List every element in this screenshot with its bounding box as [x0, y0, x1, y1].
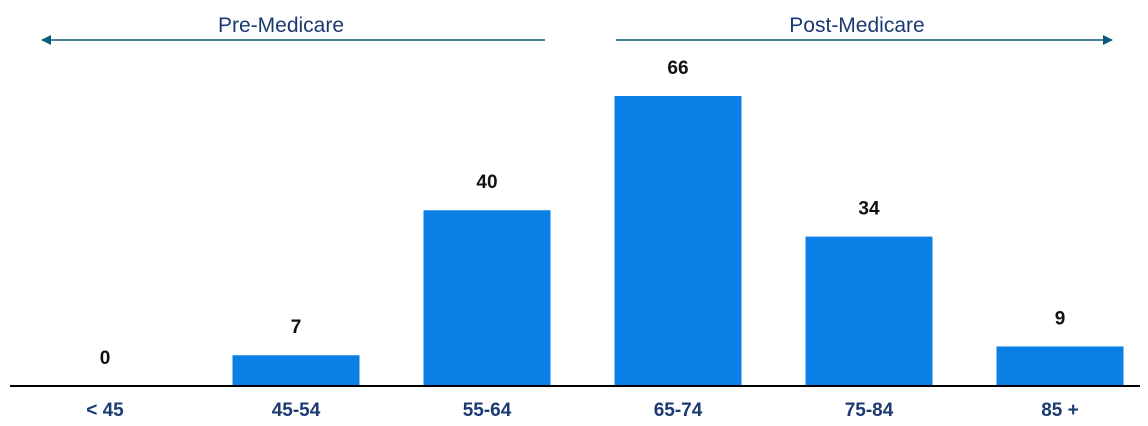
bar-value-label-3: 66	[667, 58, 688, 79]
x-tick-label-1: 45-54	[272, 400, 321, 421]
post-medicare-region: Post-Medicare	[616, 14, 1113, 45]
bar-4	[805, 236, 933, 386]
x-tick-labels-group: < 45 45-54 55-64 65-74 75-84 85 +	[86, 400, 1079, 421]
bar-value-label-1: 7	[291, 317, 302, 338]
x-tick-label-4: 75-84	[845, 400, 894, 421]
bar-5	[996, 346, 1124, 386]
pre-medicare-region: Pre-Medicare	[41, 14, 545, 45]
bar-value-label-4: 34	[858, 199, 880, 220]
bar-value-label-0: 0	[100, 348, 111, 369]
x-tick-label-0: < 45	[86, 400, 124, 421]
x-tick-label-2: 55-64	[463, 400, 512, 421]
value-labels-group: 0 7 40 66 34 9	[100, 58, 1066, 369]
bar-3	[614, 96, 742, 386]
x-tick-label-5: 85 +	[1041, 400, 1079, 421]
bars-group	[232, 96, 1124, 386]
bar-1	[232, 355, 360, 386]
bar-value-label-5: 9	[1055, 308, 1066, 329]
pre-medicare-label: Pre-Medicare	[218, 14, 344, 37]
x-tick-label-3: 65-74	[654, 400, 703, 421]
post-medicare-label: Post-Medicare	[789, 14, 924, 37]
bar-2	[423, 210, 551, 386]
bar-value-label-2: 40	[476, 172, 497, 193]
